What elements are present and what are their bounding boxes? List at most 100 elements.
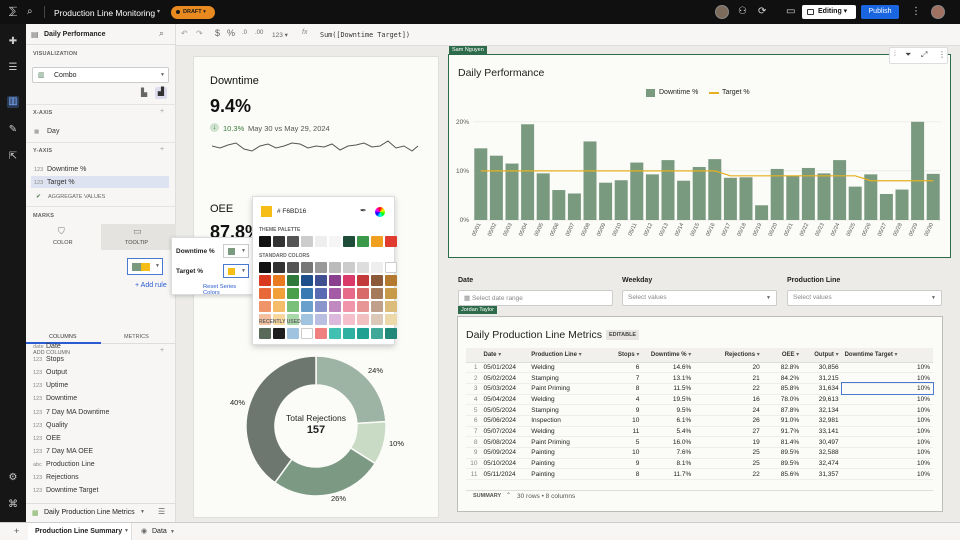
color-swatch[interactable] bbox=[357, 314, 369, 325]
column-item[interactable]: 123 Downtime bbox=[33, 395, 77, 402]
color-swatch[interactable] bbox=[315, 328, 327, 339]
table-cell[interactable]: 26 bbox=[694, 415, 763, 427]
downtime-bar[interactable] bbox=[567, 193, 581, 220]
hex-input[interactable]: # F6BD16 bbox=[277, 208, 307, 215]
percent-icon[interactable]: % bbox=[227, 28, 236, 38]
redo-icon[interactable]: ↷ bbox=[196, 29, 203, 38]
table-cell[interactable]: 84.2% bbox=[762, 372, 803, 384]
color-swatch[interactable] bbox=[329, 301, 341, 312]
table-cell[interactable]: 33,141 bbox=[802, 426, 842, 438]
color-swatch[interactable] bbox=[315, 275, 327, 286]
workbook-title[interactable]: Production Line Monitoring bbox=[54, 8, 156, 18]
color-swatch[interactable] bbox=[273, 275, 285, 286]
column-item[interactable]: 123 Stops bbox=[33, 356, 64, 363]
column-item[interactable]: date Date bbox=[33, 343, 61, 350]
downtime-color-select[interactable]: ▼ bbox=[223, 244, 249, 258]
color-swatch[interactable] bbox=[343, 288, 355, 299]
downtime-bar[interactable] bbox=[536, 173, 550, 220]
color-swatch[interactable] bbox=[385, 275, 397, 286]
color-swatch[interactable] bbox=[315, 314, 327, 325]
format-dropdown[interactable]: 123 ▾ bbox=[272, 32, 288, 39]
table-cell[interactable]: 05/06/2024 bbox=[480, 415, 529, 427]
table-cell[interactable]: 16 bbox=[694, 394, 763, 406]
table-cell[interactable]: 05/08/2024 bbox=[480, 436, 529, 448]
table-cell[interactable]: 05/11/2024 bbox=[480, 468, 529, 481]
currency-icon[interactable]: $ bbox=[215, 28, 221, 38]
more-icon[interactable]: ⋮ bbox=[911, 6, 921, 17]
donut-slice[interactable] bbox=[245, 355, 317, 484]
table-cell[interactable]: 30,856 bbox=[802, 362, 842, 374]
downtime-bar[interactable] bbox=[552, 190, 566, 220]
table-cell[interactable]: 31,215 bbox=[802, 372, 842, 384]
color-swatch[interactable] bbox=[357, 275, 369, 286]
tab-columns[interactable]: COLUMNS bbox=[26, 330, 101, 344]
settings-icon[interactable]: ⚙ bbox=[8, 472, 18, 483]
tab-data[interactable]: Data bbox=[152, 528, 167, 535]
tab-production-line-summary[interactable]: Production Line Summary ▼ bbox=[28, 523, 132, 540]
table-row[interactable]: 4 05/04/2024 Welding 4 19.5% 16 78.0% 29,613 10% bbox=[466, 394, 933, 406]
table-cell[interactable]: 21 bbox=[694, 372, 763, 384]
table-row[interactable]: 1 05/01/2024 Welding 6 14.6% 20 82.8% 30,856 10% bbox=[466, 362, 933, 374]
table-cell[interactable]: 85.8% bbox=[762, 383, 803, 395]
xaxis-field[interactable]: ▦ Day bbox=[34, 128, 59, 135]
network-icon[interactable]: ⌘ bbox=[8, 499, 18, 510]
chart-icon[interactable]: ▥ bbox=[7, 96, 19, 108]
table-cell[interactable]: 7.6% bbox=[642, 447, 695, 459]
expand-icon[interactable]: ⤢ bbox=[921, 50, 928, 59]
tab-color[interactable]: ⛉ COLOR bbox=[26, 224, 101, 250]
yaxis-field-target[interactable]: 123 Target % bbox=[34, 179, 75, 186]
color-swatch[interactable] bbox=[273, 301, 285, 312]
column-item[interactable]: 123 7 Day MA OEE bbox=[33, 448, 93, 455]
color-swatch[interactable] bbox=[259, 236, 271, 247]
table-cell[interactable]: 8 bbox=[607, 383, 643, 395]
table-cell[interactable]: 10% bbox=[841, 394, 933, 406]
table-cell[interactable]: Stamping bbox=[528, 404, 608, 416]
table-cell[interactable]: Stamping bbox=[528, 372, 608, 384]
column-item[interactable]: 123 Rejections bbox=[33, 474, 79, 481]
table-cell[interactable]: Painting bbox=[528, 458, 608, 470]
color-swatch[interactable] bbox=[315, 262, 327, 273]
color-swatch[interactable] bbox=[259, 328, 271, 339]
downtime-bar[interactable] bbox=[677, 180, 691, 220]
increase-decimals-icon[interactable]: .00 bbox=[255, 30, 264, 36]
color-swatch[interactable] bbox=[287, 262, 299, 273]
color-swatch[interactable] bbox=[287, 275, 299, 286]
color-swatch[interactable] bbox=[329, 314, 341, 325]
more-icon[interactable]: ⋮ bbox=[938, 50, 946, 59]
stacked-bar-icon[interactable]: ▟ bbox=[155, 87, 167, 99]
table-cell[interactable]: 24 bbox=[694, 404, 763, 416]
downtime-bar[interactable] bbox=[801, 167, 815, 220]
downtime-bar[interactable] bbox=[505, 163, 519, 220]
color-swatch[interactable] bbox=[301, 314, 313, 325]
summary-label[interactable]: SUMMARY bbox=[473, 493, 502, 499]
pointer-icon[interactable]: ⇱ bbox=[8, 151, 18, 162]
table-cell[interactable]: 05/02/2024 bbox=[480, 372, 529, 384]
downtime-bar[interactable] bbox=[692, 166, 706, 220]
color-swatch[interactable] bbox=[301, 236, 313, 247]
table-cell[interactable]: 14.6% bbox=[642, 362, 695, 374]
table-cell[interactable]: 05/05/2024 bbox=[480, 404, 529, 416]
table-cell[interactable]: 11 bbox=[607, 426, 643, 438]
table-cell[interactable]: 8 bbox=[607, 468, 643, 481]
color-swatch[interactable] bbox=[273, 262, 285, 273]
color-swatch[interactable] bbox=[301, 328, 313, 339]
table-cell[interactable]: 11.7% bbox=[642, 468, 695, 481]
downtime-bar[interactable] bbox=[833, 160, 847, 220]
add-page-icon[interactable]: + bbox=[14, 526, 20, 536]
downtime-bar[interactable] bbox=[786, 175, 800, 220]
column-item[interactable]: 123 Downtime Target bbox=[33, 487, 98, 494]
table-cell[interactable]: 30,497 bbox=[802, 436, 842, 448]
undo-icon[interactable]: ↶ bbox=[181, 29, 188, 38]
color-swatch[interactable] bbox=[329, 236, 341, 247]
color-by-series-button[interactable]: ▼ bbox=[127, 258, 163, 275]
color-swatch[interactable] bbox=[301, 275, 313, 286]
color-swatch[interactable] bbox=[385, 328, 397, 339]
downtime-bar[interactable] bbox=[521, 124, 535, 220]
outline-icon[interactable]: ☰ bbox=[8, 62, 18, 73]
table-cell[interactable]: 13.1% bbox=[642, 372, 695, 384]
color-swatch[interactable] bbox=[301, 288, 313, 299]
color-swatch[interactable] bbox=[287, 288, 299, 299]
table-cell[interactable]: 05/10/2024 bbox=[480, 458, 529, 470]
downtime-bar[interactable] bbox=[848, 186, 862, 220]
color-wheel-icon[interactable] bbox=[375, 207, 385, 217]
